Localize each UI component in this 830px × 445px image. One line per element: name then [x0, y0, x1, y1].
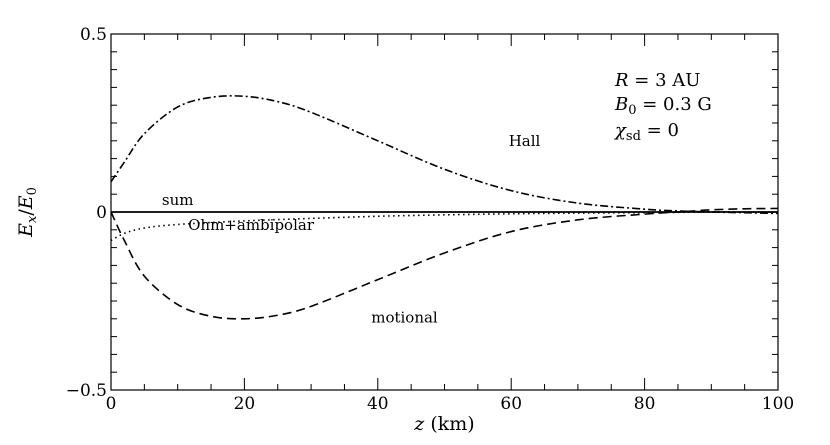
curve-label-hall: Hall: [509, 132, 541, 150]
series-group: [110, 95, 779, 320]
param-radius: R = 3 AU: [614, 70, 700, 91]
x-axis-label: z (km): [413, 413, 474, 435]
x-tick-label: 100: [762, 394, 794, 414]
x-tick-label: 0: [106, 394, 117, 414]
param-chi-sd: χsd = 0: [613, 120, 679, 144]
y-tick-label: −0.5: [66, 381, 107, 401]
x-tick-label: 60: [500, 394, 522, 414]
series-motional: [110, 207, 779, 320]
curve-label-motional: motional: [371, 308, 438, 326]
curve-label-ohm-ambipolar: Ohm+ambipolar: [188, 216, 315, 234]
x-tick-label: 40: [367, 394, 389, 414]
y-tick-label: 0.5: [80, 25, 107, 45]
x-tick-label: 80: [634, 394, 656, 414]
series-ohm-ambipolar: [110, 211, 778, 242]
y-tick-label: 0: [96, 203, 107, 223]
axis-ticks: [110, 33, 779, 391]
tick-labels: 0 20 40 60 80 100−0.500.5: [66, 25, 795, 414]
param-field-strength: B0 = 0.3 G: [614, 94, 712, 118]
y-axis-label: Ex/E0: [15, 187, 40, 238]
curve-label-sum: sum: [162, 191, 194, 209]
curve-labels: Hall sum Ohm+ambipolar motional: [162, 132, 541, 326]
x-tick-label: 20: [234, 394, 256, 414]
parameter-annotations: R = 3 AU B0 = 0.3 G χsd = 0: [613, 70, 712, 144]
